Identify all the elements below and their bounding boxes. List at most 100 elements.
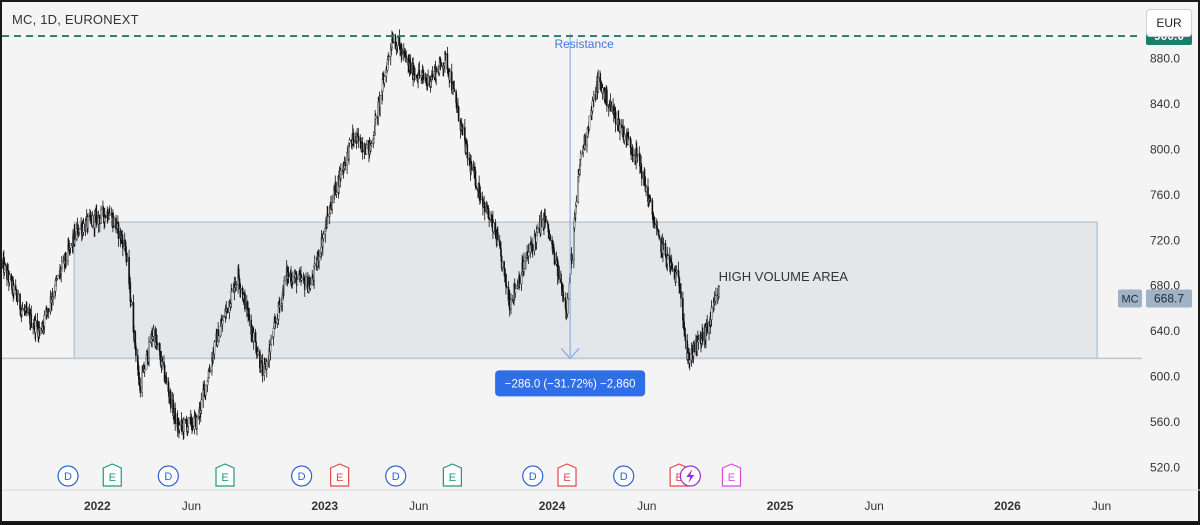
candle-body [344, 162, 347, 167]
candle-body [466, 144, 469, 159]
candle-body [108, 213, 111, 216]
x-tick-label: Jun [409, 499, 428, 513]
candle-body [614, 111, 617, 124]
candle-body [196, 417, 198, 429]
x-tick-label: Jun [182, 499, 201, 513]
candle-body [327, 214, 329, 217]
candle-body [52, 296, 54, 298]
candle-body [606, 89, 608, 107]
candle-body [654, 222, 656, 226]
candle-body [209, 370, 211, 372]
last-price-label: 668.7 [1154, 292, 1184, 306]
candle-body [562, 291, 565, 300]
candle-body [156, 343, 159, 345]
candle-body [619, 124, 621, 132]
candle-body [270, 338, 272, 345]
candle-body [104, 215, 107, 218]
candle-body [300, 277, 303, 281]
candle-body [126, 256, 129, 259]
measure-arrowhead [560, 347, 580, 360]
candle-body [457, 106, 460, 121]
candle-body [586, 136, 588, 146]
candle-body [483, 202, 486, 213]
candle-body [261, 362, 264, 376]
candle-body [313, 263, 316, 267]
earnings-marker-label: E [336, 472, 343, 484]
candle-body [680, 291, 682, 299]
candle-body [718, 286, 720, 298]
candle-body [388, 55, 390, 58]
x-tick-label: 2023 [311, 499, 338, 513]
y-tick-label: 520.0 [1150, 460, 1180, 474]
candle-body [272, 327, 275, 337]
earnings-marker-label: E [449, 472, 456, 484]
candle-body [470, 163, 473, 171]
y-tick-label: 680.0 [1150, 279, 1180, 293]
y-tick-label: 640.0 [1150, 324, 1180, 338]
x-tick-label: Jun [864, 499, 883, 513]
candle-body [523, 261, 525, 269]
candle-body [115, 217, 117, 230]
candle-body [440, 62, 442, 67]
candle-body [100, 209, 102, 219]
candle-body [257, 351, 259, 355]
y-tick-label: 560.0 [1150, 415, 1180, 429]
candle-body [43, 314, 46, 327]
dividend-marker-label: D [298, 471, 306, 483]
dividend-marker-label: D [529, 471, 537, 483]
candle-body [279, 304, 281, 308]
candle-body [222, 315, 224, 321]
candle-body [239, 288, 242, 290]
candle-body [462, 127, 464, 129]
y-tick-label: 720.0 [1150, 233, 1180, 247]
candle-body [309, 284, 312, 289]
candle-body [702, 331, 704, 341]
candle-body [34, 320, 37, 334]
currency-button[interactable]: EUR [1146, 9, 1192, 37]
candle-body [174, 408, 176, 424]
candle-body [318, 256, 320, 262]
candle-body [623, 134, 626, 141]
candle-body [418, 70, 421, 76]
candle-body [575, 201, 578, 206]
y-tick-label: 800.0 [1150, 143, 1180, 157]
candle-body [217, 335, 220, 343]
y-tick-label: 880.0 [1150, 52, 1180, 66]
candle-body [17, 293, 19, 302]
candle-body [664, 243, 667, 256]
candle-body [549, 234, 551, 241]
candle-body [335, 192, 338, 195]
candle-body [682, 298, 684, 321]
candle-body [627, 136, 630, 139]
dividend-marker [57, 465, 79, 487]
candle-body [30, 313, 33, 328]
candle-body [558, 266, 560, 280]
candle-body [340, 169, 342, 180]
candle-body [651, 200, 654, 215]
candle-body [667, 254, 669, 256]
candle-body [377, 101, 380, 118]
x-tick-label: 2025 [767, 499, 794, 513]
candle-body [4, 263, 6, 266]
earnings-marker [442, 463, 462, 487]
measure-result-label: −286.0 (−31.72%) −2,860 [505, 378, 636, 390]
earnings-marker [330, 463, 350, 487]
candle-body [21, 307, 24, 310]
candle-body [366, 140, 368, 145]
candle-body [584, 135, 586, 146]
candle-body [645, 186, 647, 192]
candle-body [597, 77, 599, 92]
candle-body [460, 123, 463, 127]
dividend-marker-label: D [164, 471, 172, 483]
candle-body [219, 325, 222, 337]
candle-body [593, 94, 595, 100]
candle-body [226, 307, 229, 313]
candle-body [640, 170, 643, 179]
dividend-marker-label: D [620, 471, 628, 483]
candle-body [170, 392, 172, 409]
candle-body [540, 218, 543, 220]
candle-body [693, 342, 695, 353]
earnings-marker-label: E [563, 472, 570, 484]
